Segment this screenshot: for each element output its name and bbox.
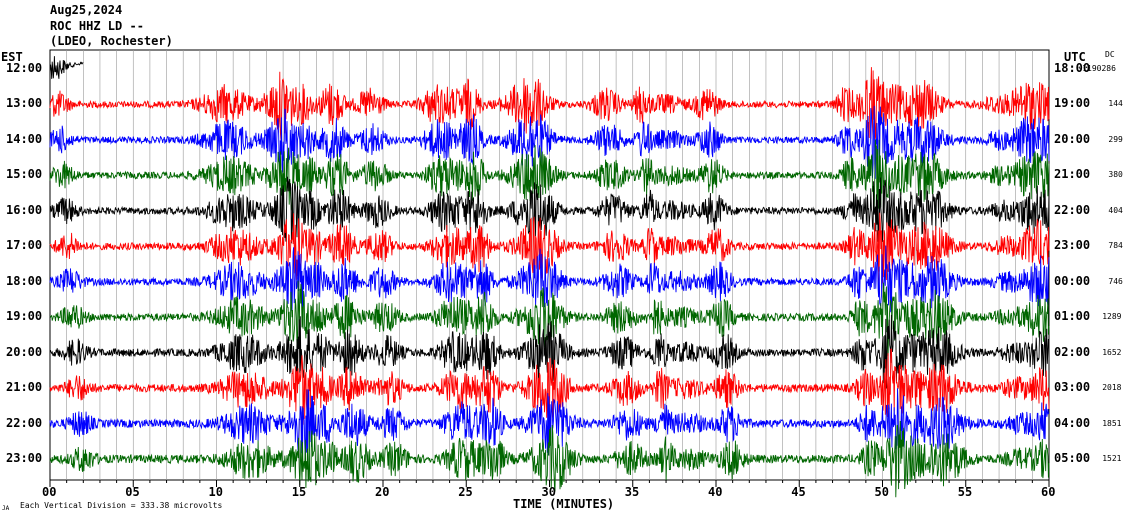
seismic-traces bbox=[49, 56, 1050, 498]
x-axis-title: TIME (MINUTES) bbox=[513, 497, 615, 511]
header-network: (LDEO, Rochester) bbox=[50, 34, 173, 48]
dc-label: 746 bbox=[1108, 276, 1123, 286]
est-label: 15:00 bbox=[6, 167, 43, 182]
trace-row-8 bbox=[49, 314, 1050, 389]
dc-label: 1851 bbox=[1102, 418, 1122, 428]
dc-label: 404 bbox=[1108, 205, 1123, 215]
trace-row-6 bbox=[49, 245, 1050, 315]
est-label: 12:00 bbox=[6, 61, 43, 75]
trace-row-7 bbox=[49, 280, 1050, 357]
utc-label: 20:00 bbox=[1054, 131, 1091, 146]
est-label: 18:00 bbox=[6, 273, 43, 288]
dc-label: 380 bbox=[1108, 170, 1123, 180]
x-tick-label: 45 bbox=[791, 485, 806, 499]
x-tick-label: 05 bbox=[125, 485, 140, 499]
dc-label: 1652 bbox=[1102, 347, 1122, 357]
utc-label: 03:00 bbox=[1054, 380, 1091, 395]
x-axis-ticks bbox=[49, 480, 1050, 487]
dc-label: 2018 bbox=[1102, 383, 1122, 393]
x-tick-label: 30 bbox=[541, 485, 556, 499]
x-tick-label: 35 bbox=[624, 485, 640, 499]
est-label: 19:00 bbox=[6, 309, 43, 324]
x-tick-label: 00 bbox=[42, 485, 57, 499]
left-axis-title: EST bbox=[1, 50, 23, 64]
dc-label: 1521 bbox=[1102, 453, 1122, 463]
utc-label: 02:00 bbox=[1054, 344, 1091, 359]
dc-label: 144 bbox=[1108, 99, 1123, 109]
utc-label: 22:00 bbox=[1054, 202, 1091, 217]
x-tick-label: 10 bbox=[208, 485, 223, 499]
footer-note: Each Vertical Division = 333.38 microvol… bbox=[20, 501, 223, 510]
utc-label: 00:00 bbox=[1054, 273, 1091, 288]
utc-label: 04:00 bbox=[1054, 415, 1091, 430]
est-label: 14:00 bbox=[6, 131, 43, 146]
trace-row-1 bbox=[49, 67, 1050, 140]
est-label: 17:00 bbox=[6, 238, 43, 253]
x-tick-label: 50 bbox=[874, 485, 889, 499]
x-tick-label: 25 bbox=[458, 485, 473, 499]
est-label: 23:00 bbox=[6, 450, 43, 465]
utc-label: 18:00 bbox=[1054, 61, 1091, 75]
x-tick-label: 60 bbox=[1041, 485, 1056, 499]
dc-title: DC bbox=[1105, 50, 1115, 59]
utc-label: 05:00 bbox=[1054, 450, 1091, 465]
trace-row-2 bbox=[49, 105, 1050, 179]
est-label: 20:00 bbox=[6, 344, 43, 359]
utc-label: 19:00 bbox=[1054, 96, 1091, 111]
trace-row-4 bbox=[49, 176, 1050, 244]
x-tick-label: 20 bbox=[375, 485, 390, 499]
dc-label: 1289 bbox=[1102, 312, 1122, 322]
utc-label: 21:00 bbox=[1054, 167, 1091, 182]
corner-mark: JA bbox=[2, 505, 10, 512]
x-tick-label: 55 bbox=[957, 485, 973, 499]
est-label: 13:00 bbox=[6, 96, 43, 111]
utc-label: 01:00 bbox=[1054, 309, 1091, 324]
utc-label: 23:00 bbox=[1054, 238, 1091, 253]
est-label: 16:00 bbox=[6, 202, 43, 217]
trace-row-11 bbox=[49, 420, 1050, 498]
time-grid bbox=[49, 49, 1050, 481]
trace-row-3 bbox=[49, 139, 1050, 211]
est-label: 22:00 bbox=[6, 415, 43, 430]
dc-label: 299 bbox=[1108, 134, 1123, 144]
right-axis-title: UTC bbox=[1064, 50, 1086, 64]
x-tick-label: 15 bbox=[291, 485, 307, 499]
dc-label: 784 bbox=[1108, 241, 1123, 251]
dc-label: -1190286 bbox=[1077, 64, 1116, 73]
header-date: Aug25,2024 bbox=[50, 3, 123, 17]
x-tick-label: 40 bbox=[708, 485, 723, 499]
est-label: 21:00 bbox=[6, 380, 43, 395]
trace-row-0 bbox=[49, 56, 84, 79]
header-station: ROC HHZ LD -- bbox=[50, 19, 144, 33]
